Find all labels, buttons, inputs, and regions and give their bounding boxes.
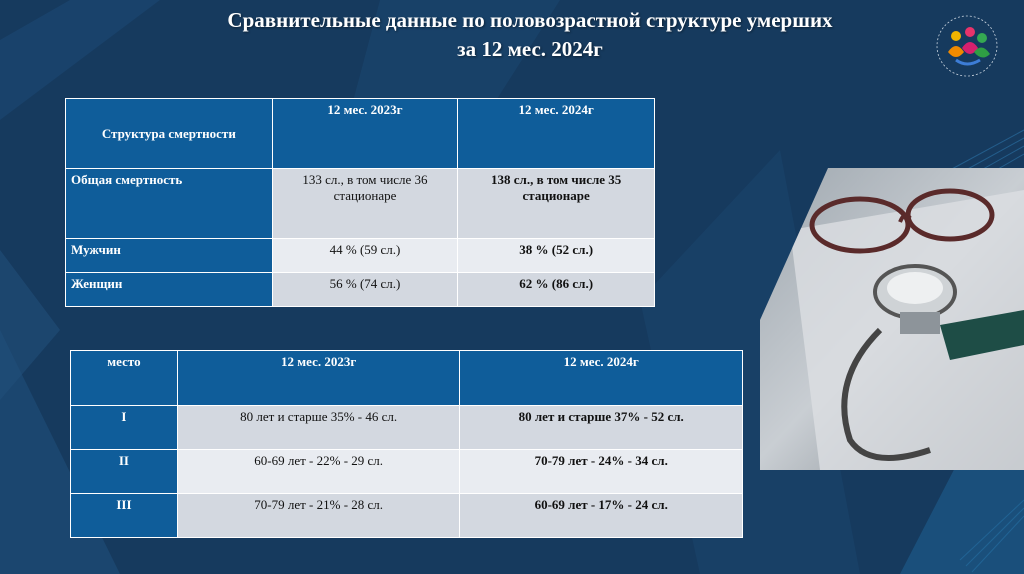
header-cell: Структура смертности (65, 98, 273, 169)
table-header-row: место 12 мес. 2023г 12 мес. 2024г (70, 350, 743, 406)
value-cell: 56 % (74 сл.) (271, 272, 459, 307)
table-row: Мужчин 44 % (59 сл.) 38 % (52 сл.) (65, 238, 655, 273)
page-title: Сравнительные данные по половозрастной с… (150, 6, 910, 64)
header-cell: 12 мес. 2024г (459, 350, 743, 406)
value-cell: 44 % (59 сл.) (271, 238, 459, 273)
rank-cell: II (70, 449, 178, 494)
value-cell: 138 сл., в том числе 35 стационаре (457, 168, 655, 239)
value-cell: 60-69 лет - 22% - 29 сл. (176, 449, 461, 494)
title-line-1: Сравнительные данные по половозрастной с… (227, 8, 833, 32)
rank-cell: I (70, 405, 178, 450)
value-cell: 80 лет и старше 37% - 52 сл. (459, 405, 743, 450)
table-row: Общая смертность 133 сл., в том числе 36… (65, 168, 655, 239)
row-label-cell: Женщин (65, 272, 273, 307)
value-cell: 133 сл., в том числе 36 стационаре (271, 168, 459, 239)
table-row: I 80 лет и старше 35% - 46 сл. 80 лет и … (70, 405, 743, 450)
title-line-2: за 12 мес. 2024г (457, 37, 603, 61)
header-cell: 12 мес. 2023г (176, 350, 461, 406)
age-ranking-table: место 12 мес. 2023г 12 мес. 2024г I 80 л… (70, 350, 743, 538)
colorful-people-logo-icon (936, 15, 998, 77)
table-row: Женщин 56 % (74 сл.) 62 % (86 сл.) (65, 272, 655, 307)
table-row: II 60-69 лет - 22% - 29 сл. 70-79 лет - … (70, 449, 743, 494)
value-cell: 70-79 лет - 21% - 28 сл. (176, 493, 461, 538)
row-label-cell: Мужчин (65, 238, 273, 273)
mortality-structure-table: Структура смертности 12 мес. 2023г 12 ме… (65, 98, 655, 307)
header-cell: 12 мес. 2024г (457, 98, 655, 169)
rank-cell: III (70, 493, 178, 538)
value-cell: 38 % (52 сл.) (457, 238, 655, 273)
row-label-cell: Общая смертность (65, 168, 273, 239)
value-cell: 70-79 лет - 24% - 34 сл. (459, 449, 743, 494)
value-cell: 60-69 лет - 17% - 24 сл. (459, 493, 743, 538)
header-cell: место (70, 350, 178, 406)
table-row: III 70-79 лет - 21% - 28 сл. 60-69 лет -… (70, 493, 743, 538)
table-header-row: Структура смертности 12 мес. 2023г 12 ме… (65, 98, 655, 169)
header-cell: 12 мес. 2023г (271, 98, 459, 169)
value-cell: 80 лет и старше 35% - 46 сл. (176, 405, 461, 450)
value-cell: 62 % (86 сл.) (457, 272, 655, 307)
